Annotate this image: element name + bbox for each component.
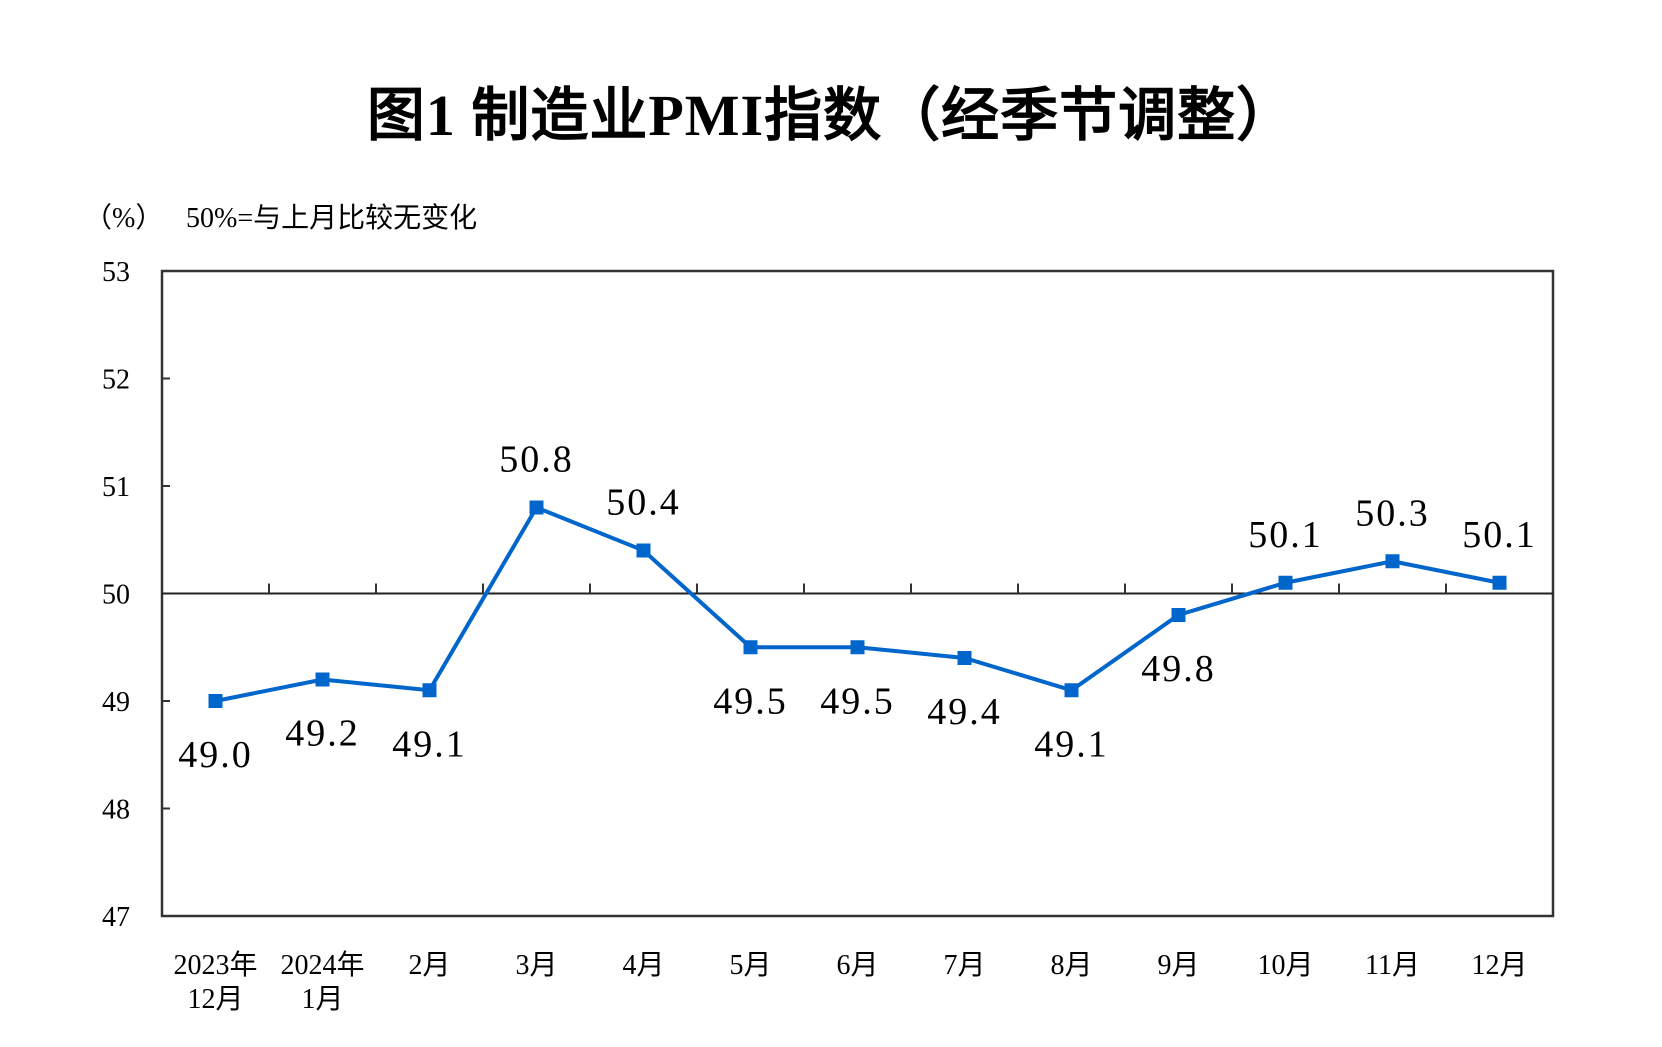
x-tick-label: 1月 [301, 984, 343, 1015]
data-label: 50.3 [1355, 492, 1430, 534]
y-tick-label: 50 [102, 580, 130, 611]
y-axis-unit: （%） [84, 203, 164, 234]
data-label: 49.1 [392, 723, 467, 765]
data-label: 50.1 [1248, 514, 1323, 556]
data-label: 49.5 [713, 680, 788, 722]
x-tick-label: 9月 [1157, 950, 1199, 981]
x-tick-label: 4月 [622, 950, 664, 981]
data-point [422, 683, 437, 698]
x-tick-label: 3月 [515, 950, 557, 981]
data-point [636, 543, 651, 558]
data-point [1064, 683, 1079, 698]
x-tick-label: 5月 [729, 950, 771, 981]
y-tick-label: 51 [102, 472, 130, 503]
data-label: 49.8 [1141, 648, 1216, 690]
y-tick-label: 48 [102, 795, 130, 826]
y-tick-label: 49 [102, 687, 130, 718]
data-label: 49.5 [820, 680, 895, 722]
x-tick-label: 7月 [943, 950, 985, 981]
data-label: 49.4 [927, 691, 1002, 733]
data-label: 49.2 [285, 713, 360, 755]
data-label: 50.1 [1462, 514, 1537, 556]
data-point [957, 651, 972, 665]
x-tick-label: 8月 [1050, 950, 1092, 981]
y-tick-label: 47 [102, 902, 130, 933]
data-point [850, 640, 865, 655]
reference-note: 50%=与上月比较无变化 [186, 203, 478, 234]
x-tick-label: 2024年 [280, 949, 364, 981]
data-point [743, 640, 758, 655]
x-tick-label: 12月 [187, 984, 243, 1015]
data-label: 50.8 [499, 439, 574, 481]
data-point [1492, 575, 1507, 590]
y-tick-label: 52 [102, 365, 130, 396]
data-point [1385, 554, 1400, 569]
chart-title: 图1 制造业PMI指数（经季节调整） [366, 83, 1296, 148]
x-tick-label: 10月 [1257, 950, 1313, 981]
data-label: 49.0 [178, 734, 253, 776]
x-tick-label: 11月 [1365, 950, 1420, 981]
y-tick-label: 53 [102, 257, 130, 288]
x-tick-label: 6月 [836, 950, 878, 981]
data-point [1171, 608, 1186, 622]
data-point [1278, 575, 1293, 590]
data-label: 50.4 [606, 482, 681, 524]
data-point [529, 500, 544, 515]
x-tick-label: 2023年 [173, 949, 257, 981]
data-label: 49.1 [1034, 723, 1109, 765]
x-tick-label: 2月 [408, 950, 450, 981]
data-point [315, 672, 330, 687]
data-point [208, 694, 223, 708]
x-tick-label: 12月 [1471, 950, 1527, 981]
